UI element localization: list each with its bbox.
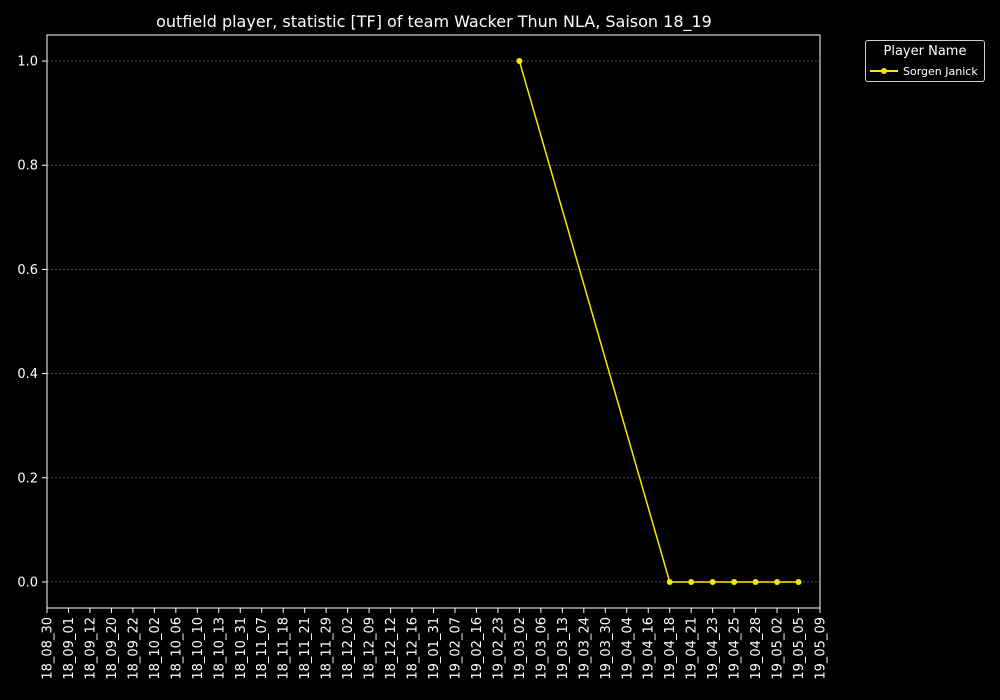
- x-tick-label: 19_03_13: [556, 617, 571, 680]
- x-tick-label: 18_12_16: [406, 617, 421, 680]
- y-tick-label: 0.4: [17, 367, 38, 382]
- x-tick-label: 19_02_23: [491, 617, 506, 680]
- x-tick-label: 18_08_30: [41, 617, 56, 680]
- x-tick-label: 19_04_18: [663, 617, 678, 680]
- series-line-segment: [518, 60, 671, 583]
- x-tick-label: 19_03_02: [513, 617, 528, 680]
- x-tick-label: 18_10_02: [148, 617, 163, 680]
- y-tick-label: 0.6: [17, 263, 38, 278]
- data-point: [516, 58, 523, 65]
- data-point: [731, 578, 738, 585]
- x-tick-label: 18_09_22: [126, 617, 141, 680]
- x-tick-label: 19_04_23: [706, 617, 721, 680]
- legend: Player Name Sorgen Janick: [865, 40, 985, 82]
- plot-area: [516, 58, 802, 585]
- x-tick-label: 18_11_29: [320, 617, 335, 680]
- x-tick-label: 18_12_12: [384, 617, 399, 680]
- y-tick-label: 1.0: [17, 55, 38, 70]
- x-tick-label: 18_09_20: [105, 617, 120, 680]
- y-tick-label: 0.2: [17, 471, 38, 486]
- data-point: [795, 578, 802, 585]
- x-tick-label: 18_09_01: [62, 617, 77, 680]
- data-point: [709, 578, 716, 585]
- x-tick-label: 19_02_16: [470, 617, 485, 680]
- x-tick-label: 18_10_31: [234, 617, 249, 680]
- plot-frame: [46, 34, 821, 609]
- x-tick-label: 18_12_09: [363, 617, 378, 680]
- x-tick-label: 18_09_12: [83, 617, 98, 680]
- x-tick-label: 19_04_16: [642, 617, 657, 680]
- data-point: [752, 578, 759, 585]
- x-tick-label: 19_04_25: [728, 617, 743, 680]
- data-point: [774, 578, 781, 585]
- y-tick-label: 0.0: [17, 575, 38, 590]
- x-tick-label: 19_02_07: [448, 617, 463, 680]
- x-tick-label: 19_05_02: [771, 617, 786, 680]
- legend-swatch: [870, 64, 898, 78]
- chart-title: outfield player, statistic [TF] of team …: [156, 12, 712, 32]
- x-tick-label: 19_04_28: [749, 617, 764, 680]
- x-tick-label: 18_10_10: [191, 617, 206, 680]
- x-tick-label: 19_05_09: [814, 617, 829, 680]
- x-tick-label: 18_10_13: [212, 617, 227, 680]
- legend-item: Sorgen Janick: [870, 64, 978, 78]
- x-tick-label: 18_11_21: [298, 617, 313, 680]
- x-axis: 18_08_30 18_09_01 18_09_12 18_09_20 18_09_22…: [41, 608, 829, 680]
- x-tick-label: 18_11_07: [255, 617, 270, 680]
- x-tick-label: 19_03_30: [599, 617, 614, 680]
- legend-title: Player Name: [883, 44, 967, 59]
- x-tick-label: 19_03_24: [577, 617, 592, 680]
- x-tick-label: 19_04_04: [620, 617, 635, 680]
- x-tick-label: 18_11_18: [277, 617, 292, 680]
- data-point: [666, 578, 673, 585]
- x-tick-label: 19_03_06: [534, 617, 549, 680]
- x-tick-label: 19_01_31: [427, 617, 442, 680]
- data-point: [688, 578, 695, 585]
- x-tick-label: 19_04_21: [685, 617, 700, 680]
- x-tick-label: 18_12_02: [341, 617, 356, 680]
- y-axis: 0.0 0.2 0.4 0.6 0.8 1.0: [17, 55, 47, 590]
- y-tick-label: 0.8: [17, 159, 38, 174]
- x-tick-label: 18_10_06: [169, 617, 184, 680]
- x-tick-label: 19_05_05: [792, 617, 807, 680]
- legend-label: Sorgen Janick: [903, 64, 978, 78]
